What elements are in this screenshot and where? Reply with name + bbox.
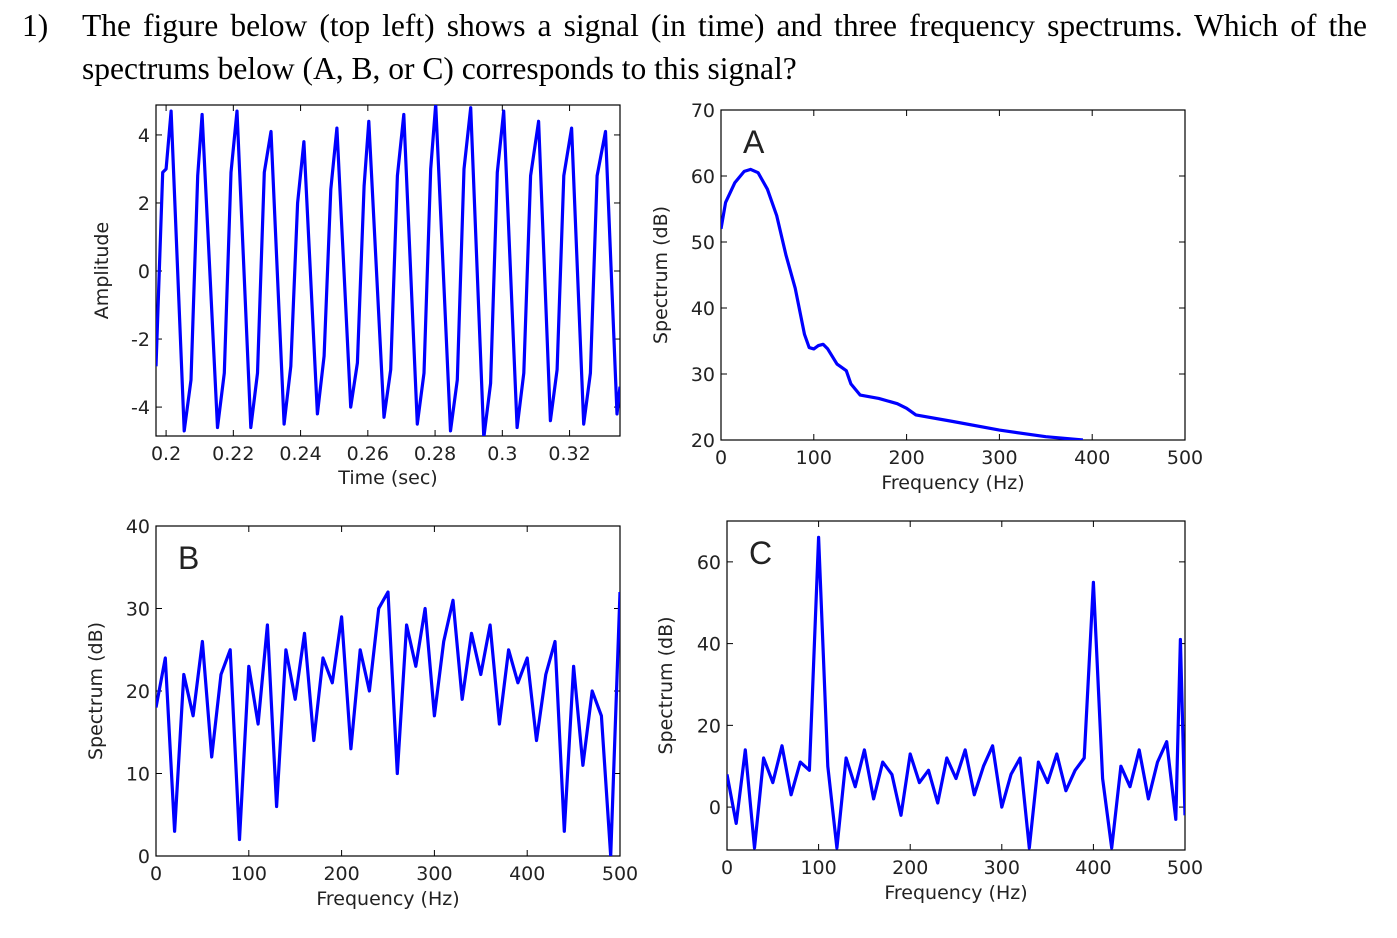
y-tick-label: 30 (126, 599, 150, 621)
data-line (156, 105, 620, 436)
data-line (721, 167, 1084, 440)
plot-frame (720, 109, 1186, 441)
y-tick-label: 4 (138, 125, 150, 147)
y-tick-label: 60 (697, 552, 721, 574)
data-line (727, 535, 1185, 850)
x-tick-label: 0.26 (347, 443, 389, 465)
x-tick-label: 0.3 (487, 443, 517, 465)
x-tick-label: 0.28 (414, 443, 456, 465)
x-tick-label: 0.32 (548, 443, 590, 465)
x-tick-label: 0 (150, 863, 162, 885)
x-tick-label: 400 (1074, 447, 1110, 469)
x-tick-label: 0 (715, 447, 727, 469)
x-tick-label: 100 (796, 447, 832, 469)
y-axis-label: Amplitude (91, 222, 113, 319)
plot-frame (726, 520, 1186, 851)
question-number: 1) (22, 8, 49, 43)
y-tick-label: -4 (131, 397, 150, 419)
panel-letter: B (178, 540, 199, 576)
x-tick-label: 200 (888, 447, 924, 469)
x-tick-label: 0.24 (279, 443, 321, 465)
y-tick-label: 0 (138, 261, 150, 283)
y-tick-label: 20 (126, 681, 150, 703)
x-axis-label: Frequency (Hz) (316, 888, 459, 910)
y-axis-label: Spectrum (dB) (85, 622, 107, 760)
x-tick-label: 200 (323, 863, 359, 885)
x-axis-label: Time (sec) (337, 467, 437, 489)
y-tick-label: 20 (691, 430, 715, 452)
data-line (156, 590, 620, 856)
x-tick-label: 0 (721, 857, 733, 879)
y-tick-label: 20 (697, 715, 721, 737)
x-tick-label: 400 (509, 863, 545, 885)
x-tick-label: 500 (1167, 447, 1203, 469)
x-tick-label: 500 (602, 863, 638, 885)
x-tick-label: 0.2 (151, 443, 181, 465)
y-axis-label: Spectrum (dB) (650, 206, 672, 344)
y-tick-label: 50 (691, 232, 715, 254)
y-tick-label: 2 (138, 193, 150, 215)
y-tick-label: 0 (709, 797, 721, 819)
x-tick-label: 200 (892, 857, 928, 879)
x-tick-label: 300 (984, 857, 1020, 879)
y-tick-label: -2 (131, 329, 150, 351)
y-tick-label: 40 (126, 516, 150, 538)
question-text: The figure below (top left) shows a sign… (82, 8, 1367, 86)
y-tick-label: 60 (691, 166, 715, 188)
x-tick-label: 500 (1167, 857, 1203, 879)
y-tick-label: 70 (691, 100, 715, 122)
y-tick-label: 40 (691, 298, 715, 320)
y-tick-label: 40 (697, 634, 721, 656)
y-axis-label: Spectrum (dB) (655, 616, 677, 754)
y-tick-label: 10 (126, 764, 150, 786)
y-tick-label: 0 (138, 846, 150, 868)
x-tick-label: 100 (800, 857, 836, 879)
x-axis-label: Frequency (Hz) (881, 472, 1024, 494)
x-tick-label: 300 (416, 863, 452, 885)
panel-letter: A (743, 124, 765, 160)
plot-frame (155, 525, 621, 857)
x-axis-label: Frequency (Hz) (884, 882, 1027, 904)
x-tick-label: 0.22 (212, 443, 254, 465)
panel-letter: C (749, 535, 772, 571)
x-tick-label: 300 (981, 447, 1017, 469)
x-tick-label: 100 (231, 863, 267, 885)
y-tick-label: 30 (691, 364, 715, 386)
plot-frame (155, 104, 621, 437)
x-tick-label: 400 (1075, 857, 1111, 879)
